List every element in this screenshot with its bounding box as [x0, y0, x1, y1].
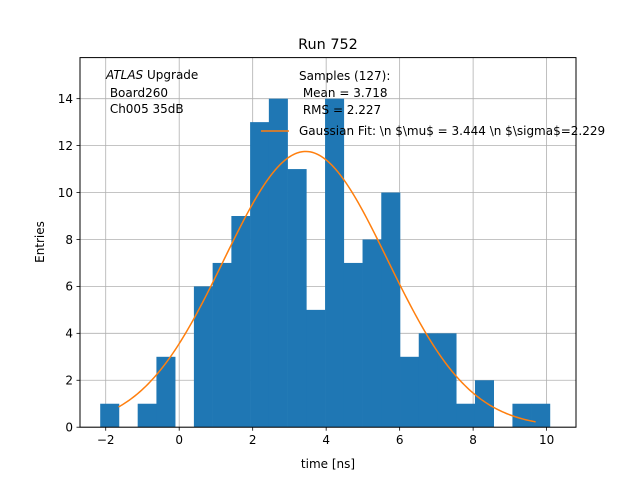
histogram-bar	[362, 239, 382, 428]
histogram-bar	[474, 380, 495, 428]
stats-rms: RMS = 2.227	[299, 103, 381, 117]
legend: Samples (127): Mean = 3.718 RMS = 2.227 …	[261, 69, 605, 138]
y-tick-label: 10	[58, 186, 73, 200]
histogram-bar	[212, 262, 232, 428]
channel-label: Ch005 35dB	[106, 102, 184, 116]
chart-title: Run 752	[298, 37, 358, 53]
histogram-bar	[456, 403, 476, 428]
histogram-bar	[381, 192, 401, 428]
x-tick-label: 4	[322, 433, 330, 447]
histogram-bar	[156, 356, 176, 428]
histogram-bar	[287, 169, 307, 428]
histogram-bar	[137, 403, 157, 428]
x-tick-label: 2	[249, 433, 257, 447]
x-tick-label: 0	[175, 433, 183, 447]
stats-samples: Samples (127):	[299, 69, 390, 83]
legend-fit-label: Gaussian Fit: \n $\mu$ = 3.444 \n $\sigm…	[299, 124, 605, 138]
histogram-bar	[512, 403, 532, 428]
histogram-bar	[100, 403, 120, 428]
x-tick-label: 8	[469, 433, 477, 447]
y-tick-label: 8	[65, 233, 73, 247]
histogram-bar	[268, 98, 288, 428]
experiment-name: ATLAS	[105, 68, 144, 82]
histogram-bar	[193, 286, 213, 428]
histogram-bar	[250, 122, 270, 428]
histogram-bar	[437, 333, 457, 428]
histogram-bar	[400, 356, 420, 428]
bars-layer	[100, 98, 551, 428]
y-tick-label: 14	[58, 92, 73, 106]
x-tick-label: 10	[539, 433, 554, 447]
fit-layer	[118, 150, 536, 423]
histogram-bar	[325, 98, 345, 428]
y-tick-label: 6	[65, 280, 73, 294]
x-axis-label: time [ns]	[301, 457, 355, 471]
experiment-title: ATLAS Upgrade	[105, 68, 198, 82]
y-axis-ticks: 0 2 4 6 8 10 12 14	[58, 92, 80, 435]
histogram-bar	[343, 262, 363, 428]
gaussian-fit-curve	[118, 150, 536, 423]
plot-frame	[79, 57, 577, 428]
stats-mean: Mean = 3.718	[299, 86, 388, 100]
x-axis-ticks: −2 0 2 4 6 8 10	[97, 427, 554, 447]
experiment-suffix: Upgrade	[143, 68, 198, 82]
histogram-bar	[306, 309, 326, 428]
y-tick-label: 2	[65, 374, 73, 388]
y-tick-label: 4	[65, 327, 73, 341]
y-tick-label: 0	[65, 421, 73, 435]
x-tick-label: −2	[97, 433, 115, 447]
histogram-bar	[531, 403, 551, 428]
experiment-annotation: ATLAS Upgrade Board260 Ch005 35dB	[105, 68, 198, 116]
histogram-bar	[418, 333, 438, 428]
y-tick-label: 12	[58, 139, 73, 153]
y-axis-label: Entries	[33, 221, 47, 263]
x-tick-label: 6	[396, 433, 404, 447]
board-label: Board260	[106, 86, 168, 100]
histogram-bar	[231, 216, 251, 428]
